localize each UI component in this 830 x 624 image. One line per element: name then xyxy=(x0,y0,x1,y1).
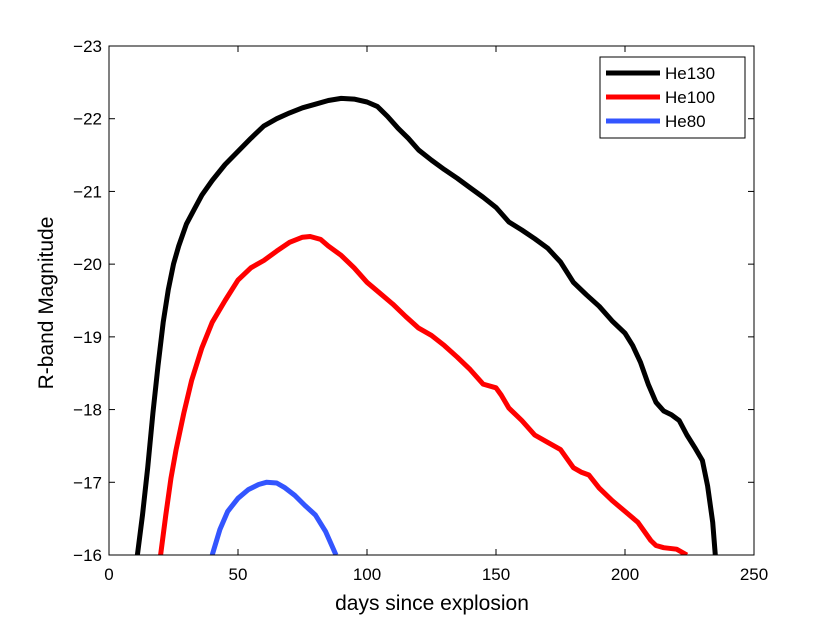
y-tick-label: −18 xyxy=(73,401,102,420)
y-tick-label: −19 xyxy=(73,328,102,347)
y-tick-label: −23 xyxy=(73,37,102,56)
y-axis-label: R-band Magnitude xyxy=(35,217,58,390)
x-tick-label: 100 xyxy=(353,565,381,584)
legend: He130 He100 He80 xyxy=(599,56,746,139)
y-tick-label: −17 xyxy=(73,473,102,492)
y-tick-label: −21 xyxy=(73,182,102,201)
y-tick-label: −22 xyxy=(73,110,102,129)
legend-entries: He130 He100 He80 xyxy=(606,64,715,131)
series-line-he80 xyxy=(209,479,339,555)
y-tick-label: −16 xyxy=(73,546,102,565)
legend-label-he130: He130 xyxy=(665,64,715,83)
series-line-he100 xyxy=(158,234,689,555)
series-line-he130 xyxy=(134,95,718,555)
plot-frame xyxy=(108,45,755,556)
legend-label-he100: He100 xyxy=(665,88,715,107)
x-tick-label: 250 xyxy=(740,565,768,584)
x-tick-label: 150 xyxy=(482,565,510,584)
x-tick-label: 50 xyxy=(229,565,248,584)
y-tick-label: −20 xyxy=(73,255,102,274)
x-tick-label: 0 xyxy=(104,565,113,584)
ticks-layer: 0 50 100 150 200 250 −23 −22 −21 −20 −19 −18 −17 −16 xyxy=(73,37,768,584)
series-layer xyxy=(134,95,718,555)
x-tick-label: 200 xyxy=(611,565,639,584)
x-axis-label: days since explosion xyxy=(335,592,529,615)
legend-label-he80: He80 xyxy=(665,112,706,131)
